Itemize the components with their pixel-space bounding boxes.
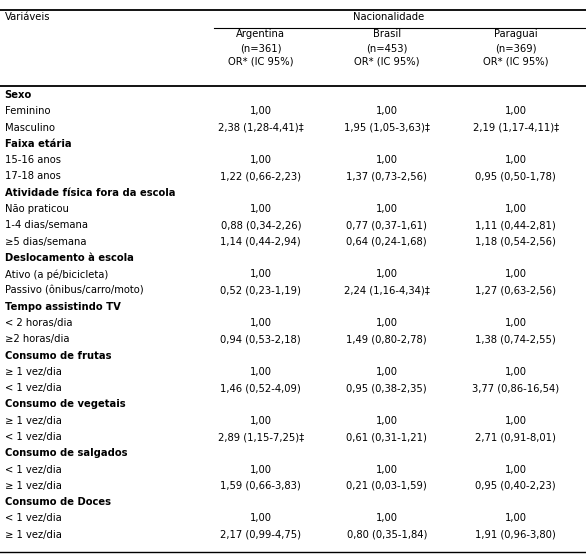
Text: 15-16 anos: 15-16 anos: [5, 155, 61, 165]
Text: 0,21 (0,03-1,59): 0,21 (0,03-1,59): [346, 481, 427, 491]
Text: 0,94 (0,53-2,18): 0,94 (0,53-2,18): [220, 334, 301, 344]
Text: Consumo de frutas: Consumo de frutas: [5, 351, 111, 361]
Text: 1,37 (0,73-2,56): 1,37 (0,73-2,56): [346, 171, 427, 181]
Text: 1,00: 1,00: [505, 155, 527, 165]
Text: Consumo de Doces: Consumo de Doces: [5, 497, 111, 507]
Text: 1,00: 1,00: [505, 367, 527, 377]
Text: 1,00: 1,00: [376, 269, 398, 279]
Text: 1,00: 1,00: [250, 318, 272, 328]
Text: < 1 vez/dia: < 1 vez/dia: [5, 383, 62, 393]
Text: 2,89 (1,15-7,25)‡: 2,89 (1,15-7,25)‡: [217, 432, 304, 442]
Text: Consumo de vegetais: Consumo de vegetais: [5, 399, 125, 409]
Text: < 1 vez/dia: < 1 vez/dia: [5, 432, 62, 442]
Text: ≥2 horas/dia: ≥2 horas/dia: [5, 334, 69, 344]
Text: 0,80 (0,35-1,84): 0,80 (0,35-1,84): [346, 530, 427, 540]
Text: Nacionalidade: Nacionalidade: [353, 12, 424, 22]
Text: ≥ 1 vez/dia: ≥ 1 vez/dia: [5, 367, 62, 377]
Text: Não praticou: Não praticou: [5, 204, 69, 214]
Text: 2,19 (1,17-4,11)‡: 2,19 (1,17-4,11)‡: [472, 123, 559, 133]
Text: 1,00: 1,00: [376, 367, 398, 377]
Text: 1,00: 1,00: [250, 106, 272, 116]
Text: 1,95 (1,05-3,63)‡: 1,95 (1,05-3,63)‡: [344, 123, 430, 133]
Text: 1,59 (0,66-3,83): 1,59 (0,66-3,83): [220, 481, 301, 491]
Text: Paraguai
(n=369)
OR* (IC 95%): Paraguai (n=369) OR* (IC 95%): [483, 29, 548, 67]
Text: 2,17 (0,99-4,75): 2,17 (0,99-4,75): [220, 530, 301, 540]
Text: Argentina
(n=361)
OR* (IC 95%): Argentina (n=361) OR* (IC 95%): [228, 29, 294, 67]
Text: 1,00: 1,00: [376, 465, 398, 475]
Text: 17-18 anos: 17-18 anos: [5, 171, 60, 181]
Text: ≥ 1 vez/dia: ≥ 1 vez/dia: [5, 481, 62, 491]
Text: Tempo assistindo TV: Tempo assistindo TV: [5, 302, 121, 312]
Text: 1,00: 1,00: [250, 204, 272, 214]
Text: 1,00: 1,00: [376, 155, 398, 165]
Text: < 1 vez/dia: < 1 vez/dia: [5, 513, 62, 523]
Text: Atividade física fora da escola: Atividade física fora da escola: [5, 188, 175, 198]
Text: 1,00: 1,00: [505, 204, 527, 214]
Text: 1,27 (0,63-2,56): 1,27 (0,63-2,56): [475, 285, 556, 295]
Text: 0,77 (0,37-1,61): 0,77 (0,37-1,61): [346, 220, 427, 230]
Text: Ativo (a pé/bicicleta): Ativo (a pé/bicicleta): [5, 269, 108, 280]
Text: 1,00: 1,00: [505, 318, 527, 328]
Text: 2,24 (1,16-4,34)‡: 2,24 (1,16-4,34)‡: [344, 285, 430, 295]
Text: 0,88 (0,34-2,26): 0,88 (0,34-2,26): [220, 220, 301, 230]
Text: Passivo (ônibus/carro/moto): Passivo (ônibus/carro/moto): [5, 285, 144, 295]
Text: 2,71 (0,91-8,01): 2,71 (0,91-8,01): [475, 432, 556, 442]
Text: 1,00: 1,00: [505, 269, 527, 279]
Text: Brasil
(n=453)
OR* (IC 95%): Brasil (n=453) OR* (IC 95%): [354, 29, 420, 67]
Text: 2,38 (1,28-4,41)‡: 2,38 (1,28-4,41)‡: [218, 123, 304, 133]
Text: Sexo: Sexo: [5, 90, 32, 100]
Text: 0,95 (0,40-2,23): 0,95 (0,40-2,23): [475, 481, 556, 491]
Text: 1,00: 1,00: [250, 513, 272, 523]
Text: 1,00: 1,00: [250, 155, 272, 165]
Text: Consumo de salgados: Consumo de salgados: [5, 448, 127, 458]
Text: 1,00: 1,00: [505, 416, 527, 426]
Text: Deslocamento à escola: Deslocamento à escola: [5, 253, 134, 263]
Text: 1,00: 1,00: [376, 318, 398, 328]
Text: 1,91 (0,96-3,80): 1,91 (0,96-3,80): [475, 530, 556, 540]
Text: 1,49 (0,80-2,78): 1,49 (0,80-2,78): [346, 334, 427, 344]
Text: < 1 vez/dia: < 1 vez/dia: [5, 465, 62, 475]
Text: 1,00: 1,00: [376, 513, 398, 523]
Text: 0,95 (0,50-1,78): 0,95 (0,50-1,78): [475, 171, 556, 181]
Text: 1,00: 1,00: [376, 204, 398, 214]
Text: < 2 horas/dia: < 2 horas/dia: [5, 318, 72, 328]
Text: Masculino: Masculino: [5, 123, 54, 133]
Text: 1,00: 1,00: [250, 269, 272, 279]
Text: 1,00: 1,00: [250, 465, 272, 475]
Text: Variáveis: Variáveis: [5, 12, 50, 22]
Text: 1,46 (0,52-4,09): 1,46 (0,52-4,09): [220, 383, 301, 393]
Text: ≥5 dias/semana: ≥5 dias/semana: [5, 237, 86, 247]
Text: Feminino: Feminino: [5, 106, 50, 116]
Text: 1,22 (0,66-2,23): 1,22 (0,66-2,23): [220, 171, 301, 181]
Text: 1,38 (0,74-2,55): 1,38 (0,74-2,55): [475, 334, 556, 344]
Text: 1,00: 1,00: [505, 106, 527, 116]
Text: 1,00: 1,00: [376, 106, 398, 116]
Text: Faixa etária: Faixa etária: [5, 139, 71, 149]
Text: 0,64 (0,24-1,68): 0,64 (0,24-1,68): [346, 237, 427, 247]
Text: 1-4 dias/semana: 1-4 dias/semana: [5, 220, 88, 230]
Text: 0,61 (0,31-1,21): 0,61 (0,31-1,21): [346, 432, 427, 442]
Text: 1,00: 1,00: [505, 465, 527, 475]
Text: ≥ 1 vez/dia: ≥ 1 vez/dia: [5, 416, 62, 426]
Text: 0,52 (0,23-1,19): 0,52 (0,23-1,19): [220, 285, 301, 295]
Text: 1,00: 1,00: [250, 367, 272, 377]
Text: 1,18 (0,54-2,56): 1,18 (0,54-2,56): [475, 237, 556, 247]
Text: 0,95 (0,38-2,35): 0,95 (0,38-2,35): [346, 383, 427, 393]
Text: 1,00: 1,00: [250, 416, 272, 426]
Text: 3,77 (0,86-16,54): 3,77 (0,86-16,54): [472, 383, 559, 393]
Text: 1,00: 1,00: [505, 513, 527, 523]
Text: 1,14 (0,44-2,94): 1,14 (0,44-2,94): [220, 237, 301, 247]
Text: 1,00: 1,00: [376, 416, 398, 426]
Text: 1,11 (0,44-2,81): 1,11 (0,44-2,81): [475, 220, 556, 230]
Text: ≥ 1 vez/dia: ≥ 1 vez/dia: [5, 530, 62, 540]
